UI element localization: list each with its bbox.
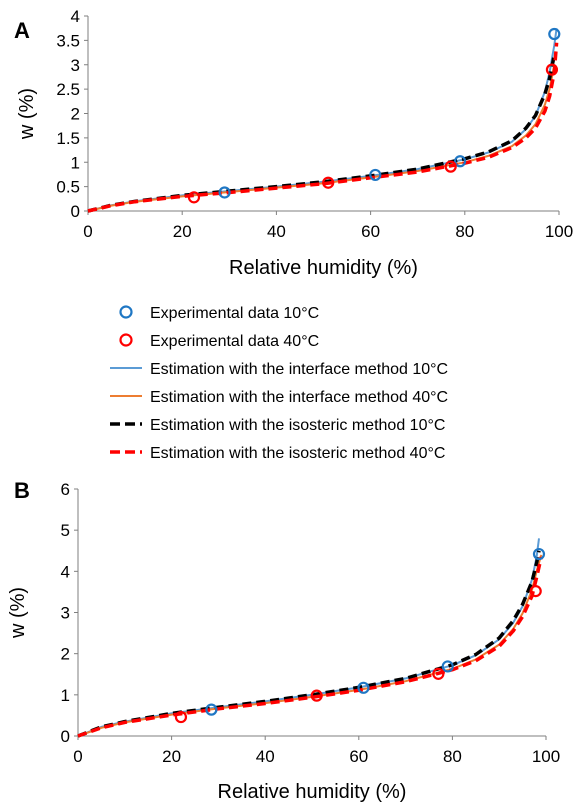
panel-letter: A — [14, 18, 30, 43]
legend-marker — [119, 333, 133, 347]
x-tick-label: 40 — [256, 747, 275, 766]
x-tick-label: 80 — [455, 222, 474, 241]
data-point-0 — [548, 27, 561, 41]
x-tick-label: 40 — [267, 222, 286, 241]
series-line-5 — [77, 556, 544, 738]
y-tick-label: 2 — [71, 105, 80, 124]
data-point-1 — [310, 689, 323, 702]
x-tick-label: 20 — [162, 747, 181, 766]
data-point-0 — [441, 660, 454, 673]
y-axis-label: w (%) — [7, 587, 29, 639]
x-tick-label: 60 — [349, 747, 368, 766]
legend-marker — [119, 305, 133, 319]
y-tick-label: 0 — [71, 202, 80, 221]
data-point-0 — [218, 186, 231, 199]
series-line-5 — [87, 42, 559, 213]
data-point-1 — [432, 667, 445, 680]
data-point-1 — [529, 584, 542, 598]
legend-label: Estimation with the interface method 10°… — [150, 361, 448, 378]
legend-label: Estimation with the interface method 40°… — [150, 389, 448, 406]
y-tick-label: 3 — [71, 56, 80, 75]
panel-letter: B — [14, 478, 30, 503]
y-tick-label: 1 — [71, 153, 80, 172]
y-tick-label: 2 — [61, 645, 70, 664]
x-tick-label: 0 — [73, 747, 82, 766]
legend-label: Estimation with the isosteric method 10°… — [150, 417, 445, 434]
x-tick-label: 80 — [443, 747, 462, 766]
legend-label: Experimental data 40°C — [150, 333, 319, 350]
y-tick-label: 4 — [71, 7, 80, 26]
legend-label: Estimation with the isosteric method 40°… — [150, 445, 445, 462]
y-tick-label: 5 — [61, 521, 70, 540]
y-tick-label: 3 — [61, 604, 70, 623]
data-point-1 — [444, 160, 457, 173]
x-tick-label: 60 — [361, 222, 380, 241]
legend-label: Experimental data 10°C — [150, 305, 319, 322]
data-point-1 — [545, 63, 559, 76]
y-tick-label: 2.5 — [56, 80, 80, 99]
x-axis-label: Relative humidity (%) — [229, 257, 418, 279]
y-tick-label: 0 — [61, 727, 70, 746]
data-point-1 — [187, 191, 201, 204]
x-tick-label: 100 — [545, 222, 573, 241]
data-point-0 — [453, 155, 467, 168]
series-line-4 — [77, 550, 541, 738]
y-tick-label: 1 — [61, 686, 70, 705]
y-tick-label: 6 — [61, 480, 70, 499]
x-tick-label: 20 — [173, 222, 192, 241]
series-line-2 — [77, 538, 540, 737]
x-tick-label: 0 — [83, 222, 92, 241]
y-axis-label: w (%) — [16, 88, 38, 140]
series-line-3 — [77, 554, 543, 737]
legend: Experimental data 10°C Experimental data … — [110, 305, 448, 462]
y-tick-label: 1.5 — [56, 129, 80, 148]
data-point-0 — [357, 681, 370, 694]
x-tick-label: 100 — [532, 747, 560, 766]
data-point-0 — [532, 547, 546, 561]
data-point-1 — [322, 176, 335, 189]
series-line-3 — [87, 64, 556, 212]
data-point-0 — [205, 703, 218, 716]
data-point-1 — [174, 710, 188, 724]
data-point-0 — [369, 168, 382, 182]
y-tick-label: 3.5 — [56, 31, 80, 50]
y-tick-label: 4 — [61, 562, 70, 581]
y-tick-label: 0.5 — [56, 178, 80, 197]
x-axis-label: Relative humidity (%) — [218, 781, 407, 803]
series-line-4 — [87, 54, 557, 213]
